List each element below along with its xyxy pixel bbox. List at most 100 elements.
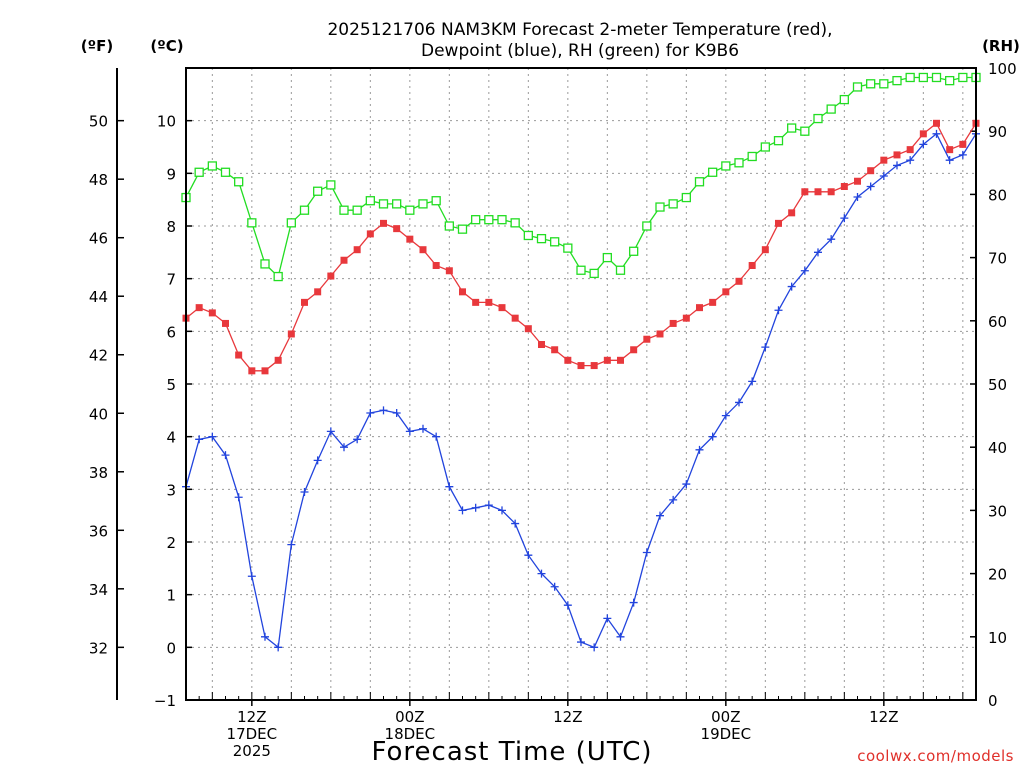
temperature-point bbox=[235, 351, 243, 359]
rh-unit-label: (RH) bbox=[982, 37, 1020, 55]
temperature-point bbox=[380, 219, 387, 227]
rh-tick-label: 90 bbox=[988, 123, 1007, 141]
dewpoint-point bbox=[669, 495, 678, 504]
celsius-tick-label: 1 bbox=[166, 587, 176, 605]
dewpoint-point bbox=[353, 435, 362, 444]
temperature-point bbox=[748, 262, 756, 269]
rh-point bbox=[339, 205, 349, 215]
rh-point bbox=[207, 161, 217, 171]
rh-point bbox=[273, 271, 283, 282]
dewpoint-point bbox=[484, 501, 493, 510]
rh-tick-label: 0 bbox=[988, 692, 998, 710]
dewpoint-point bbox=[893, 161, 901, 170]
dewpoint-point bbox=[682, 480, 691, 489]
temperature-point bbox=[788, 209, 796, 217]
rh-tick-label: 100 bbox=[988, 60, 1017, 78]
rh-point bbox=[721, 161, 731, 171]
dewpoint-point bbox=[274, 643, 283, 652]
dewpoint-point bbox=[695, 445, 704, 454]
temperature-point bbox=[867, 167, 875, 175]
dewpoint-point bbox=[537, 569, 546, 578]
rh-point bbox=[444, 221, 454, 231]
celsius-tick-label: 7 bbox=[166, 271, 176, 289]
dewpoint-point bbox=[247, 572, 256, 581]
rh-point bbox=[378, 199, 389, 209]
temperature-point bbox=[301, 298, 308, 306]
rh-point bbox=[694, 177, 705, 187]
celsius-tick-label: 9 bbox=[166, 165, 176, 183]
temperature-point bbox=[432, 262, 440, 269]
temperature-point bbox=[551, 346, 559, 354]
temperature-point bbox=[669, 319, 677, 327]
rh-point bbox=[892, 75, 902, 86]
rh-tick-label: 80 bbox=[988, 186, 1007, 204]
temperature-point bbox=[880, 156, 888, 164]
fahrenheit-tick-label: 48 bbox=[89, 171, 108, 189]
temperature-point bbox=[406, 235, 414, 243]
rh-point bbox=[260, 259, 270, 269]
temperature-point bbox=[524, 325, 532, 333]
dewpoint-point bbox=[656, 511, 664, 520]
rh-point bbox=[629, 246, 639, 256]
fahrenheit-tick-label: 44 bbox=[89, 288, 108, 306]
rh-point bbox=[194, 167, 204, 177]
rh-point bbox=[800, 126, 810, 136]
fahrenheit-tick-label: 40 bbox=[89, 405, 108, 423]
rh-point bbox=[220, 167, 231, 177]
rh-point bbox=[510, 218, 520, 228]
rh-point bbox=[905, 72, 915, 83]
temperature-point bbox=[248, 367, 256, 375]
rh-point bbox=[457, 224, 468, 234]
rh-point bbox=[958, 72, 968, 83]
dewpoint-point bbox=[208, 432, 217, 441]
temperature-point bbox=[353, 246, 361, 254]
rh-point bbox=[563, 243, 573, 253]
fahrenheit-tick-label: 32 bbox=[89, 639, 108, 657]
rh-point bbox=[299, 205, 310, 215]
temperature-line bbox=[185, 122, 977, 372]
temperature-point bbox=[498, 304, 506, 312]
x-tick-label: 12Z bbox=[553, 708, 582, 726]
temperature-point bbox=[617, 356, 624, 364]
temperature-point bbox=[511, 314, 519, 322]
dewpoint-point bbox=[642, 548, 651, 557]
x-tick-label: 19DEC bbox=[701, 725, 752, 743]
fahrenheit-tick-label: 50 bbox=[89, 113, 108, 131]
rh-point bbox=[945, 75, 955, 86]
rh-point bbox=[286, 218, 296, 228]
rh-line bbox=[185, 76, 976, 278]
rh-point bbox=[615, 265, 626, 275]
rh-tick-label: 30 bbox=[988, 502, 1007, 520]
temperature-point bbox=[393, 225, 401, 233]
dewpoint-point bbox=[800, 266, 809, 275]
dewpoint-point bbox=[366, 408, 375, 417]
dewpoint-point bbox=[708, 432, 717, 441]
rh-point bbox=[234, 177, 244, 187]
x-tick-label: 00Z bbox=[711, 708, 740, 726]
rh-tick-label: 60 bbox=[988, 313, 1007, 331]
rh-point bbox=[471, 215, 481, 225]
celsius-tick-label: 2 bbox=[166, 534, 176, 552]
celsius-tick-label: 3 bbox=[166, 481, 176, 499]
rh-point bbox=[747, 151, 757, 162]
dewpoint-point bbox=[906, 156, 915, 165]
dewpoint-point bbox=[629, 598, 638, 607]
temperature-point bbox=[801, 188, 809, 196]
celsius-unit-label: (ºC) bbox=[150, 37, 183, 55]
temperature-point bbox=[775, 219, 782, 227]
dewpoint-point bbox=[340, 443, 348, 452]
temperature-point bbox=[195, 304, 203, 312]
dewpoint-point bbox=[432, 432, 441, 441]
temperature-point bbox=[577, 362, 585, 370]
temperature-point bbox=[485, 298, 493, 306]
dewpoint-point bbox=[590, 643, 599, 652]
fahrenheit-tick-label: 38 bbox=[89, 464, 108, 482]
dewpoint-point bbox=[458, 506, 467, 515]
dewpoint-point bbox=[498, 506, 506, 515]
rh-point bbox=[708, 167, 718, 177]
credit-text: coolwx.com/models bbox=[857, 747, 1014, 765]
temperature-point bbox=[682, 314, 690, 322]
temperature-point bbox=[445, 267, 453, 275]
dewpoint-point bbox=[853, 193, 862, 202]
